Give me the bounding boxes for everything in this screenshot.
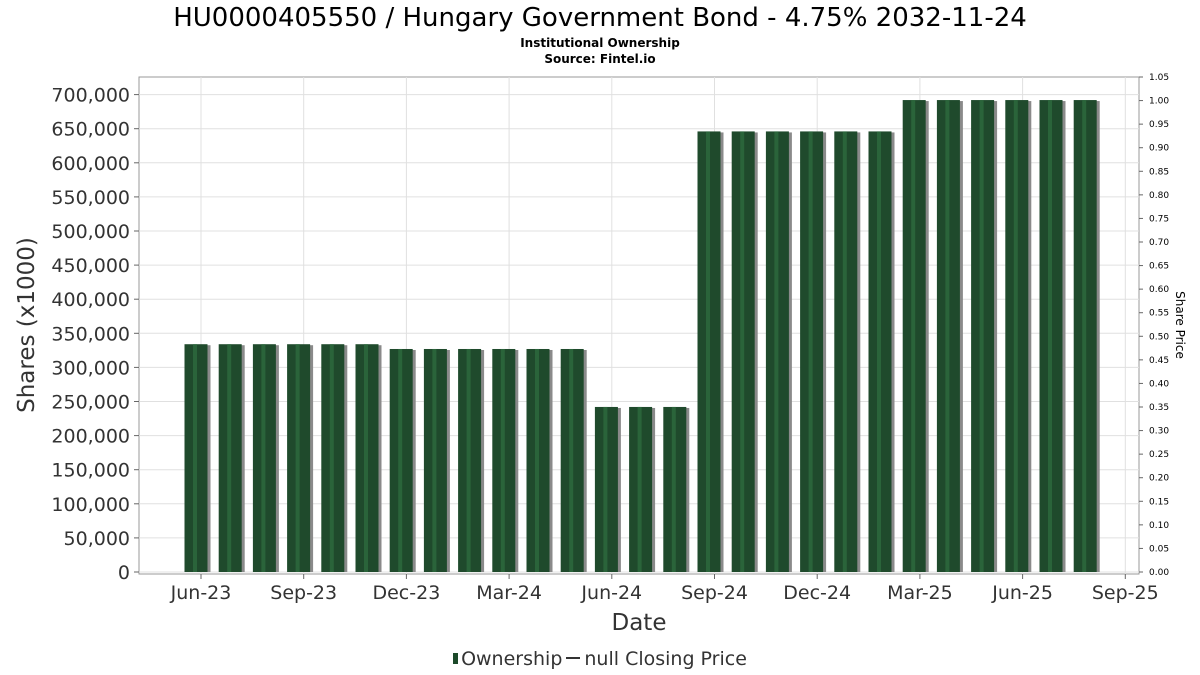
bar-highlight: [398, 348, 403, 572]
bar-highlight: [535, 348, 539, 572]
y2-tick-label: 0.20: [1149, 474, 1169, 484]
y-tick-label: 450,000: [51, 255, 130, 277]
y2-tick-label: 0.55: [1149, 309, 1169, 319]
chart-legend: Ownership null Closing Price: [0, 647, 1200, 671]
bar-highlight: [706, 131, 710, 573]
y-axis-label: Shares (x1000): [14, 237, 40, 413]
x-tick-label: Mar-25: [887, 582, 953, 604]
y2-tick-label: 0.10: [1149, 521, 1169, 531]
y-tick-label: 400,000: [51, 289, 130, 311]
y2-tick-label: 0.75: [1149, 214, 1169, 224]
y-axis-ticks: 0 50,000 100,000 150,000 200,000 250,000 300,0…: [51, 85, 139, 584]
y2-tick-label: 0.05: [1149, 544, 1169, 554]
chart-subtitle: Institutional Ownership: [520, 36, 680, 50]
legend-price: null Closing Price: [584, 648, 747, 670]
x-tick-label: Jun-24: [580, 582, 642, 604]
bar-highlight: [671, 406, 676, 572]
y2-axis-label: Share Price: [1173, 291, 1187, 359]
bar-highlight: [945, 100, 950, 572]
bar-highlight: [877, 131, 881, 573]
y2-tick-label: 0.70: [1149, 238, 1169, 248]
y2-tick-label: 0.95: [1149, 120, 1169, 130]
bar-highlight: [637, 406, 642, 572]
y2-tick-label: 0.45: [1149, 356, 1169, 366]
y-tick-label: 350,000: [51, 323, 130, 345]
y2-tick-label: 0.90: [1149, 144, 1169, 154]
y-tick-label: 300,000: [51, 357, 130, 379]
y2-tick-label: 0.40: [1149, 379, 1169, 389]
chart-title: HU0000405550 / Hungary Government Bond -…: [173, 3, 1027, 33]
bar-highlight: [500, 348, 505, 572]
bar-highlight: [227, 344, 232, 572]
bar-highlight: [911, 100, 916, 572]
y-tick-label: 500,000: [51, 221, 130, 243]
y2-tick-label: 0.60: [1149, 285, 1169, 295]
x-axis-ticks: Jun-23 Sep-23 Dec-23 Mar-24 Jun-24 Sep-24 Dec-…: [170, 574, 1159, 604]
y2-tick-label: 0.15: [1149, 497, 1169, 507]
y2-axis-ticks: 0.00 0.05 0.10 0.15 0.20 0.25 0.30 0.35 0.40 0.45…: [1139, 73, 1169, 578]
chart-source: Source: Fintel.io: [544, 52, 656, 66]
y-tick-label: 200,000: [51, 426, 130, 448]
y-tick-label: 150,000: [51, 460, 130, 482]
bar-highlight: [193, 344, 197, 572]
bar-series: [184, 100, 1100, 573]
y2-tick-label: 0.25: [1149, 450, 1169, 460]
y2-tick-label: 0.30: [1149, 427, 1169, 437]
x-tick-label: Dec-24: [783, 582, 851, 604]
bar-highlight: [1013, 100, 1018, 572]
y2-tick-label: 0.65: [1149, 262, 1169, 272]
y-tick-label: 100,000: [51, 494, 130, 516]
bar-highlight: [569, 348, 574, 572]
x-tick-label: Dec-23: [372, 582, 440, 604]
bar-highlight: [261, 344, 266, 572]
bar-highlight: [1082, 100, 1087, 572]
y2-tick-label: 1.05: [1149, 73, 1169, 83]
x-axis-label: Date: [612, 610, 667, 636]
x-tick-label: Sep-24: [681, 582, 748, 604]
bar-highlight: [1048, 100, 1052, 572]
bar-highlight: [364, 344, 368, 572]
ownership-chart: 0 50,000 100,000 150,000 200,000 250,000 300,0…: [14, 73, 1187, 636]
y-tick-label: 250,000: [51, 392, 130, 414]
y-tick-label: 700,000: [51, 85, 130, 107]
y2-tick-label: 0.35: [1149, 403, 1169, 413]
bar-highlight: [466, 348, 471, 572]
y-tick-label: 550,000: [51, 187, 130, 209]
y-tick-label: 600,000: [51, 153, 130, 175]
x-tick-label: Jun-25: [991, 582, 1053, 604]
y-tick-label: 50,000: [64, 528, 130, 550]
y-tick-label: 0: [118, 562, 130, 584]
x-tick-label: Sep-23: [270, 582, 337, 604]
legend-ownership: Ownership: [461, 648, 563, 670]
y2-tick-label: 0.00: [1149, 568, 1169, 578]
bar-highlight: [603, 406, 608, 572]
y2-tick-label: 0.85: [1149, 167, 1169, 177]
bar-highlight: [808, 131, 813, 573]
x-tick-label: Sep-25: [1092, 582, 1159, 604]
x-tick-label: Jun-23: [170, 582, 232, 604]
y-tick-label: 650,000: [51, 119, 130, 141]
price-swatch: [566, 657, 581, 659]
bar-highlight: [295, 344, 300, 572]
y2-tick-label: 1.00: [1149, 97, 1169, 107]
bar-highlight: [979, 100, 984, 572]
x-tick-label: Mar-24: [476, 582, 542, 604]
bar-highlight: [329, 344, 334, 572]
bar-highlight: [432, 348, 437, 572]
bar-highlight: [842, 131, 847, 573]
bar-highlight: [774, 131, 779, 573]
bar-highlight: [740, 131, 745, 573]
y2-tick-label: 0.80: [1149, 191, 1169, 201]
y2-tick-label: 0.50: [1149, 332, 1169, 342]
ownership-swatch: [453, 653, 459, 664]
